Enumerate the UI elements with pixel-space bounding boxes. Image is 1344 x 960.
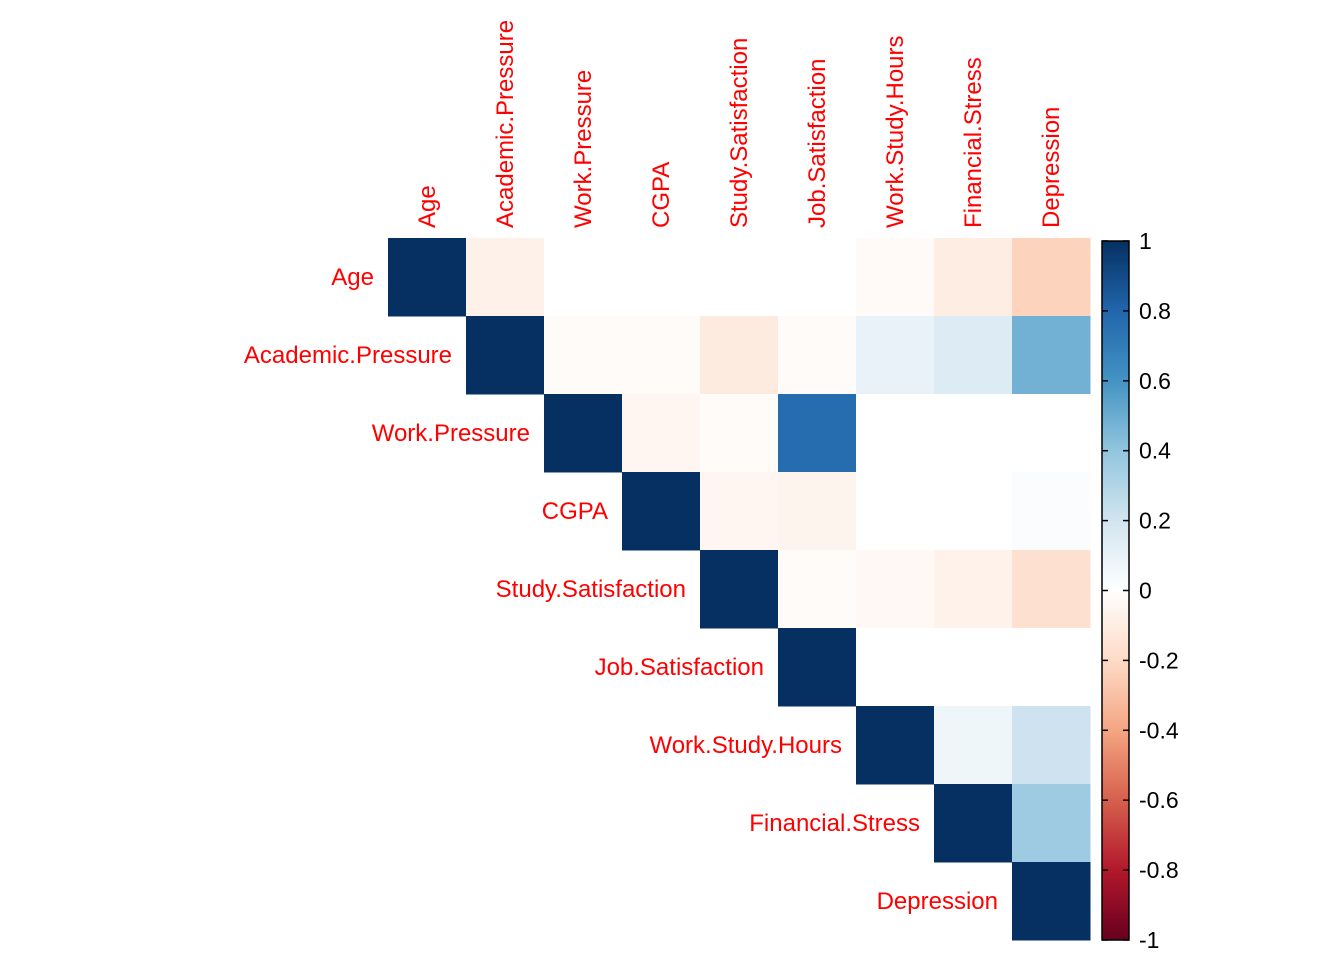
cell-age-academic-pressure <box>466 238 545 317</box>
legend-tick-label: 0.6 <box>1139 368 1171 394</box>
col-label-job-satisfaction: Job.Satisfaction <box>804 59 831 228</box>
cell-academic-pressure-depression <box>1012 316 1091 395</box>
cell-academic-pressure-work-pressure <box>544 316 623 395</box>
column-labels: Age Academic.Pressure Work.Pressure CGPA Stu… <box>414 20 1065 228</box>
row-label-academic-pressure: Academic.Pressure <box>244 342 452 369</box>
cell-study-satisfaction-study-satisfaction <box>700 550 779 629</box>
col-label-depression: Depression <box>1038 107 1065 228</box>
cell-study-satisfaction-job-satisfaction <box>778 550 857 629</box>
legend-tick-label: 0.8 <box>1139 298 1171 324</box>
cell-academic-pressure-work-study-hours <box>856 316 935 395</box>
legend-tick-label: -0.2 <box>1139 647 1179 673</box>
legend-tick-label: 0 <box>1139 578 1152 604</box>
cell-work-pressure-job-satisfaction <box>778 394 857 473</box>
cell-work-pressure-financial-stress <box>934 394 1013 473</box>
cell-age-depression <box>1012 238 1091 317</box>
cell-age-study-satisfaction <box>700 238 779 317</box>
cell-age-work-pressure <box>544 238 623 317</box>
color-legend: 1 0.8 0.6 0.4 0.2 0 -0.2 -0.4 -0.6 -0.8 -1 <box>1101 228 1179 953</box>
cell-work-study-hours-financial-stress <box>934 706 1013 785</box>
cell-cgpa-job-satisfaction <box>778 472 857 551</box>
cell-depression-depression <box>1012 862 1091 941</box>
col-label-study-satisfaction: Study.Satisfaction <box>726 38 753 228</box>
legend-tick-label: 0.2 <box>1139 508 1171 534</box>
col-label-financial-stress: Financial.Stress <box>960 57 987 228</box>
cell-job-satisfaction-depression <box>1012 628 1091 707</box>
cell-age-work-study-hours <box>856 238 935 317</box>
cell-cgpa-financial-stress <box>934 472 1013 551</box>
cell-work-pressure-work-study-hours <box>856 394 935 473</box>
cell-work-pressure-work-pressure <box>544 394 623 473</box>
cell-age-job-satisfaction <box>778 238 857 317</box>
heatmap-cells <box>388 238 1091 941</box>
legend-tick-label: -0.6 <box>1139 787 1179 813</box>
row-label-work-pressure: Work.Pressure <box>372 420 530 447</box>
cell-academic-pressure-study-satisfaction <box>700 316 779 395</box>
row-label-study-satisfaction: Study.Satisfaction <box>496 576 686 603</box>
row-labels: Age Academic.Pressure Work.Pressure CGPA Stu… <box>244 264 998 915</box>
col-label-academic-pressure: Academic.Pressure <box>492 20 519 228</box>
row-label-financial-stress: Financial.Stress <box>749 810 920 837</box>
legend-tick-label: -0.8 <box>1139 857 1179 883</box>
legend-ticks: 1 0.8 0.6 0.4 0.2 0 -0.2 -0.4 -0.6 -0.8 -1 <box>1102 228 1179 953</box>
cell-study-satisfaction-depression <box>1012 550 1091 629</box>
legend-tick-label: 1 <box>1139 228 1152 254</box>
cell-work-pressure-study-satisfaction <box>700 394 779 473</box>
cell-financial-stress-depression <box>1012 784 1091 863</box>
row-label-job-satisfaction: Job.Satisfaction <box>595 654 764 681</box>
cell-study-satisfaction-financial-stress <box>934 550 1013 629</box>
cell-work-study-hours-depression <box>1012 706 1091 785</box>
cell-job-satisfaction-financial-stress <box>934 628 1013 707</box>
cell-age-cgpa <box>622 238 701 317</box>
cell-work-study-hours-work-study-hours <box>856 706 935 785</box>
cell-cgpa-work-study-hours <box>856 472 935 551</box>
col-label-cgpa: CGPA <box>648 162 675 228</box>
col-label-work-pressure: Work.Pressure <box>570 70 597 228</box>
row-label-work-study-hours: Work.Study.Hours <box>649 732 842 759</box>
legend-tick-label: -0.4 <box>1139 717 1179 743</box>
cell-academic-pressure-academic-pressure <box>466 316 545 395</box>
cell-job-satisfaction-work-study-hours <box>856 628 935 707</box>
legend-tick-label: 0.4 <box>1139 438 1171 464</box>
cell-age-financial-stress <box>934 238 1013 317</box>
cell-cgpa-cgpa <box>622 472 701 551</box>
cell-academic-pressure-job-satisfaction <box>778 316 857 395</box>
cell-academic-pressure-financial-stress <box>934 316 1013 395</box>
cell-work-pressure-depression <box>1012 394 1091 473</box>
cell-study-satisfaction-work-study-hours <box>856 550 935 629</box>
legend-tick-label: -1 <box>1139 927 1159 953</box>
row-label-age: Age <box>331 264 374 291</box>
col-label-age: Age <box>414 185 441 228</box>
cell-academic-pressure-cgpa <box>622 316 701 395</box>
cell-work-pressure-cgpa <box>622 394 701 473</box>
cell-cgpa-study-satisfaction <box>700 472 779 551</box>
col-label-work-study-hours: Work.Study.Hours <box>882 35 909 228</box>
row-label-depression: Depression <box>877 888 998 915</box>
cell-cgpa-depression <box>1012 472 1091 551</box>
cell-age-age <box>388 238 467 317</box>
row-label-cgpa: CGPA <box>542 498 608 525</box>
cell-job-satisfaction-job-satisfaction <box>778 628 857 707</box>
cell-financial-stress-financial-stress <box>934 784 1013 863</box>
